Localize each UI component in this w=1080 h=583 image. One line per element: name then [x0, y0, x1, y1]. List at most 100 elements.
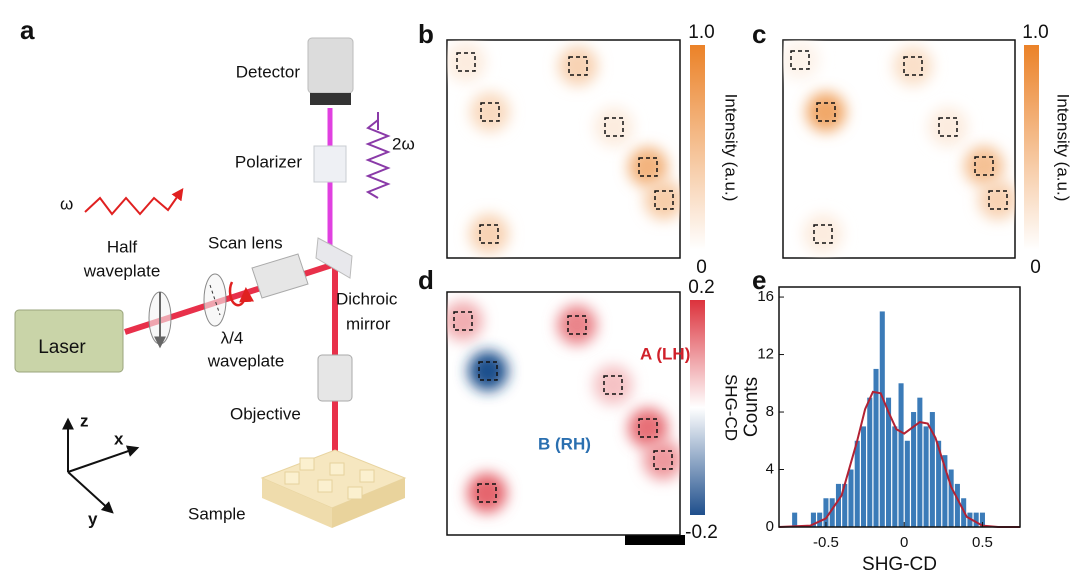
polarizer — [313, 145, 347, 183]
quarter-waveplate — [203, 273, 227, 327]
y-tick-label: 4 — [766, 460, 774, 477]
histogram-bar — [904, 440, 910, 527]
histogram-bar — [929, 412, 935, 527]
spots — [783, 40, 1015, 254]
axis-label: x — [114, 429, 124, 448]
spot — [447, 301, 483, 341]
detector — [307, 37, 354, 94]
histogram-bar — [973, 512, 979, 527]
histogram-bar — [942, 455, 948, 527]
spot — [594, 107, 634, 147]
histogram-bar — [879, 311, 885, 527]
histogram-bar — [842, 483, 848, 527]
histogram-bar — [948, 469, 954, 527]
histogram-bar — [936, 440, 942, 527]
roi-box — [638, 418, 658, 438]
spots — [447, 301, 680, 513]
axis-label: z — [80, 411, 89, 430]
roi-box — [790, 50, 810, 70]
histogram-bar — [886, 397, 892, 527]
roi-box — [477, 483, 497, 503]
colorbar-label: SHG-CD — [722, 374, 741, 441]
fast-axis — [209, 284, 221, 316]
spot — [964, 146, 1004, 186]
setup-label: Scan lens — [208, 233, 283, 252]
histogram-bar — [860, 426, 867, 527]
roi-box — [903, 56, 923, 76]
colorbar-tick-label: 1.0 — [1022, 22, 1048, 43]
histogram-bar — [848, 469, 854, 527]
roi-box — [654, 190, 674, 210]
setup-label: ω — [60, 194, 73, 213]
x-tick-label: 0 — [900, 534, 908, 551]
histogram-bar — [810, 512, 816, 527]
panel-label: b — [418, 19, 434, 49]
histogram-bar — [892, 426, 898, 527]
roi-box — [974, 156, 994, 176]
fundamental-wave — [84, 188, 184, 216]
sample-plate — [262, 478, 332, 528]
histogram-bar — [854, 440, 860, 527]
roi-box — [478, 361, 498, 381]
colorbar-tick-label: 1.0 — [688, 22, 714, 43]
x-axis-label: SHG-CD — [862, 554, 937, 575]
setup-label: Sample — [188, 504, 246, 523]
spot — [558, 46, 598, 86]
spot — [783, 40, 820, 80]
spot — [557, 305, 597, 345]
y-tick-label: 8 — [766, 403, 774, 420]
roi-box — [813, 224, 833, 244]
circular-polarization — [228, 281, 255, 307]
plot-frame — [778, 286, 1021, 528]
fit-curve — [778, 390, 1020, 528]
setup-label: Half — [107, 237, 138, 256]
roi-box — [938, 117, 958, 137]
setup-diagram — [14, 37, 407, 528]
histogram-bar — [873, 368, 879, 527]
setup-label: Laser — [38, 337, 86, 358]
histogram-bar — [923, 426, 929, 527]
setup-label: 2ω — [392, 134, 415, 153]
setup-label: Polarizer — [235, 152, 302, 171]
histogram-bar — [823, 498, 829, 527]
annotation: B (RH) — [538, 434, 591, 453]
roi-box — [638, 157, 658, 177]
histogram-bar — [829, 498, 835, 527]
panel-label: e — [752, 265, 766, 295]
spot — [893, 46, 933, 86]
x-tick-label: -0.5 — [813, 534, 839, 551]
axis-arrow — [67, 445, 140, 473]
roi-box — [453, 311, 473, 331]
histogram-bar — [967, 512, 973, 527]
scale-bar — [625, 535, 685, 545]
histogram-bar — [867, 397, 873, 527]
colorbar-label: Intensity (a.u.) — [1054, 94, 1073, 202]
roi-box — [653, 450, 673, 470]
spot — [469, 214, 509, 254]
histogram-bar — [954, 483, 960, 527]
histogram-bar — [835, 483, 841, 527]
setup-label: Objective — [230, 404, 301, 423]
colorbar-tick-label: 0.2 — [688, 277, 714, 298]
histogram-bar — [979, 512, 985, 527]
spot — [593, 365, 633, 405]
y-tick-label: 16 — [757, 288, 774, 305]
spot — [643, 440, 680, 480]
x-tick-label: 0.5 — [972, 534, 993, 551]
y-tick-label: 12 — [757, 346, 774, 363]
roi-box — [603, 375, 623, 395]
laser — [14, 309, 124, 373]
colorbar — [690, 45, 705, 250]
objective — [317, 354, 353, 402]
spot — [447, 42, 486, 82]
detector-base — [310, 93, 351, 105]
roi-box — [604, 117, 624, 137]
y-axis-label: Counts — [741, 377, 762, 437]
shg-wave — [365, 119, 391, 199]
spot — [803, 214, 843, 254]
panel-label: a — [20, 15, 35, 45]
setup-label: waveplate — [83, 261, 161, 280]
spot — [644, 180, 680, 220]
sample-plate — [332, 478, 405, 528]
